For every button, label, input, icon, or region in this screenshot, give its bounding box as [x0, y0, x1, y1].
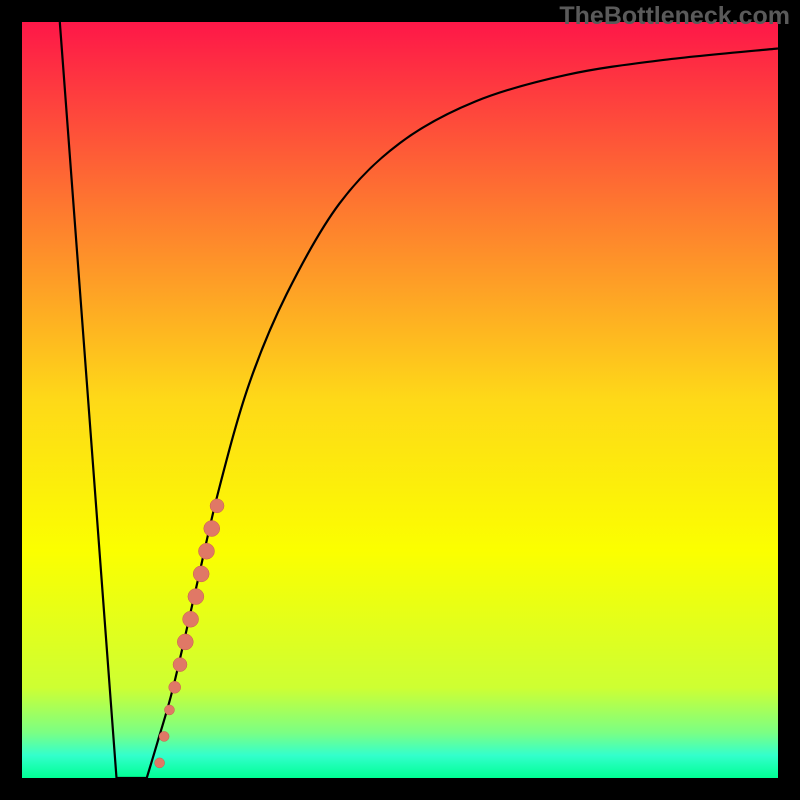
data-marker [193, 566, 209, 582]
data-marker [177, 634, 193, 650]
chart-background [22, 22, 778, 778]
data-marker [204, 521, 220, 537]
chart-container: TheBottleneck.com [0, 0, 800, 800]
data-marker [210, 499, 224, 513]
data-marker [164, 705, 174, 715]
watermark-text: TheBottleneck.com [559, 2, 790, 31]
data-marker [183, 611, 199, 627]
data-marker [169, 681, 181, 693]
data-marker [159, 731, 169, 741]
data-marker [198, 543, 214, 559]
data-marker [188, 589, 204, 605]
data-marker [173, 658, 187, 672]
data-marker [155, 758, 165, 768]
bottleneck-chart [0, 0, 800, 800]
